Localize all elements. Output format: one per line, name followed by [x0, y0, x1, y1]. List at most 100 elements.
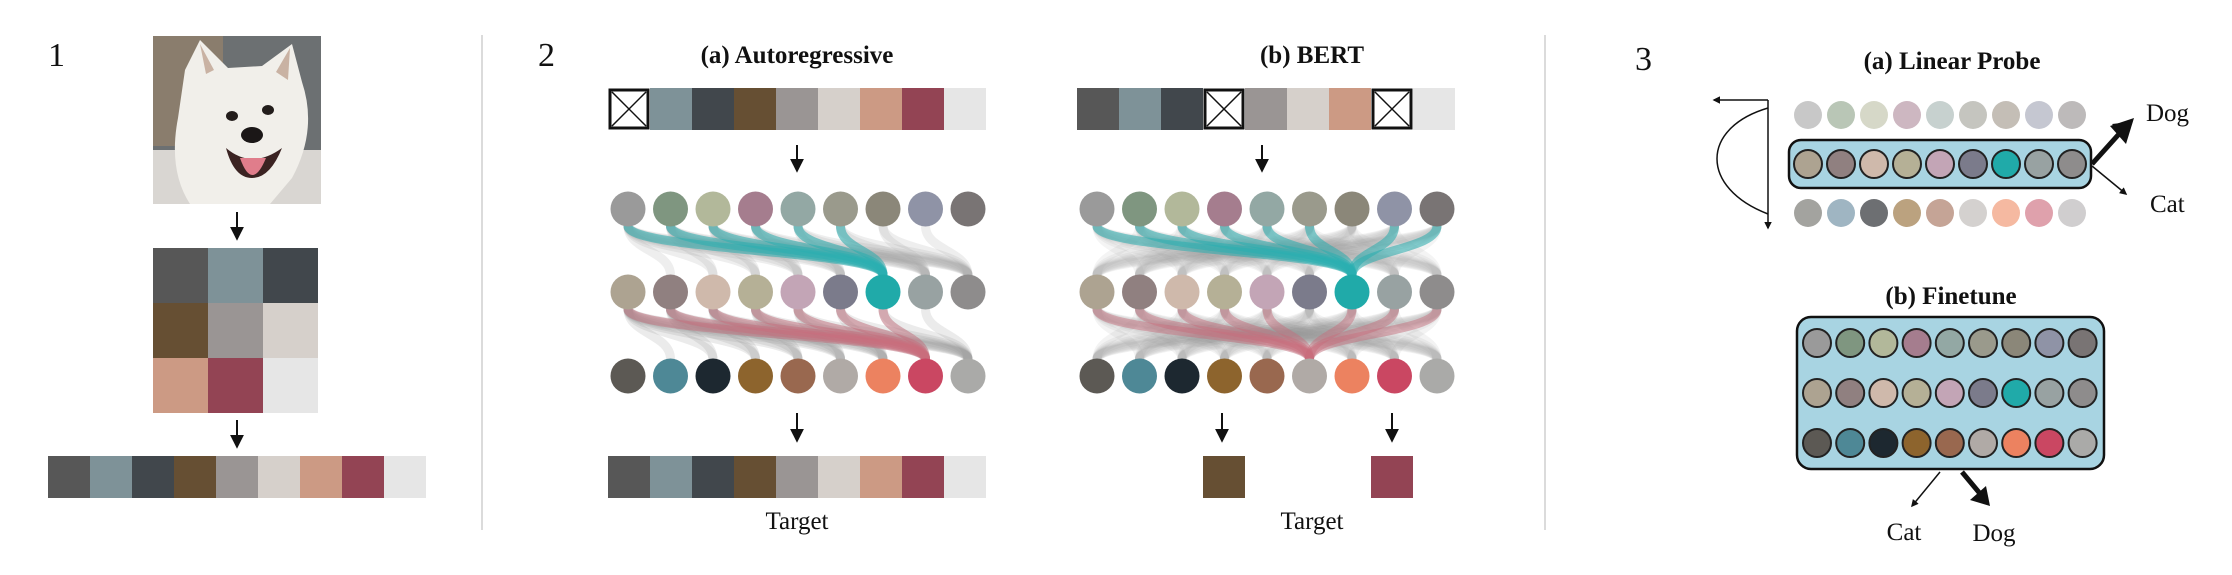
pixel-token — [1077, 88, 1119, 130]
attention-link — [1305, 304, 1357, 364]
pixel-token — [1245, 88, 1287, 130]
attention-link — [1220, 304, 1399, 364]
token-node — [1968, 428, 1998, 458]
token-node — [1079, 358, 1115, 394]
attention-link — [793, 304, 930, 364]
attention-link — [1177, 304, 1314, 364]
attention-link — [793, 304, 845, 364]
token-node — [1959, 199, 1987, 227]
attention-link — [793, 304, 930, 364]
attention-link — [1262, 304, 1399, 364]
attention-link — [1262, 304, 1357, 364]
attention-link — [751, 304, 973, 364]
token-node — [738, 191, 773, 227]
token-node — [738, 358, 773, 394]
attention-link — [666, 304, 718, 364]
token-node — [1893, 199, 1921, 227]
token-node — [1249, 274, 1285, 310]
attention-link — [623, 304, 760, 364]
panel-3-number: 3 — [1635, 41, 1652, 78]
token-node — [1925, 149, 1955, 179]
token-node — [1249, 191, 1285, 227]
attention-link — [1262, 304, 1314, 364]
bert-input-sequence — [1077, 88, 1455, 130]
attention-link — [1177, 304, 1442, 364]
attention-link — [1220, 304, 1272, 364]
token-node — [1901, 378, 1932, 408]
finetune-layers — [1802, 328, 2098, 458]
pixel-token — [300, 456, 342, 498]
attention-link — [793, 304, 973, 364]
token-node — [610, 191, 646, 227]
token-node — [1991, 149, 2021, 179]
attention-link — [1220, 304, 1357, 364]
attention-link — [1262, 304, 1314, 364]
token-node — [1794, 101, 1822, 129]
pixel-token — [608, 456, 650, 498]
finetune-cat-arrow — [1911, 471, 1941, 508]
attention-link — [623, 304, 930, 364]
finetune-dog-arrow — [1960, 470, 1984, 498]
attention-link — [1177, 304, 1399, 364]
attention-link — [708, 304, 760, 364]
grid-cell — [263, 303, 318, 358]
attention-link — [1135, 304, 1187, 364]
token-node — [1207, 358, 1242, 394]
attention-link — [1177, 304, 1229, 364]
attention-link — [836, 221, 888, 280]
token-node — [780, 191, 816, 227]
attention-link — [1135, 304, 1229, 364]
pixel-token — [258, 456, 300, 498]
attention-link — [751, 304, 803, 364]
pixel-token — [48, 456, 90, 498]
token-node — [1868, 378, 1899, 408]
attention-link — [623, 304, 888, 364]
attention-link — [708, 304, 930, 364]
downsampled-grid — [153, 248, 318, 413]
attention-link — [623, 304, 675, 364]
pixel-token — [132, 456, 174, 498]
token-node — [1377, 358, 1412, 394]
attention-link — [666, 304, 845, 364]
finetune-dog-label: Dog — [1972, 520, 2016, 547]
token-node — [1859, 149, 1889, 179]
pixel-token — [818, 88, 860, 130]
attention-link — [1177, 304, 1229, 364]
pixel-token — [1413, 88, 1455, 130]
mask-cross — [1206, 91, 1242, 127]
attention-link — [1347, 304, 1442, 364]
token-node — [1793, 149, 1823, 179]
attention-link — [708, 304, 888, 364]
attention-link — [1092, 304, 1272, 364]
attention-link — [1220, 304, 1442, 364]
token-node — [1292, 358, 1327, 394]
attention-link — [666, 304, 760, 364]
probe-dog-arrowhead-big — [2110, 118, 2134, 144]
pixel-token — [1287, 88, 1329, 130]
grid-cell — [208, 358, 263, 413]
attention-link — [1135, 304, 1272, 364]
token-node — [1992, 199, 2020, 227]
attention-link — [666, 304, 930, 364]
attention-link — [623, 304, 845, 364]
token-node — [1122, 274, 1157, 310]
token-node — [1292, 274, 1327, 310]
attention-link — [666, 304, 888, 364]
pixel-token — [1329, 88, 1371, 130]
token-node — [1164, 358, 1200, 394]
attention-link — [1177, 304, 1272, 364]
attention-link — [1177, 304, 1399, 364]
attention-link — [1092, 304, 1272, 364]
token-node — [2034, 328, 2065, 358]
attention-link — [1092, 304, 1357, 364]
token-node — [1893, 101, 1921, 129]
attention-link — [1092, 304, 1357, 364]
attention-link — [1347, 304, 1399, 364]
ar-target-sequence — [608, 456, 986, 498]
pixel-token — [650, 88, 692, 130]
token-node — [823, 274, 858, 310]
token-node — [1926, 199, 1954, 227]
token-node — [2067, 378, 2098, 408]
pixel-token — [902, 88, 944, 130]
token-node — [1926, 101, 1954, 129]
